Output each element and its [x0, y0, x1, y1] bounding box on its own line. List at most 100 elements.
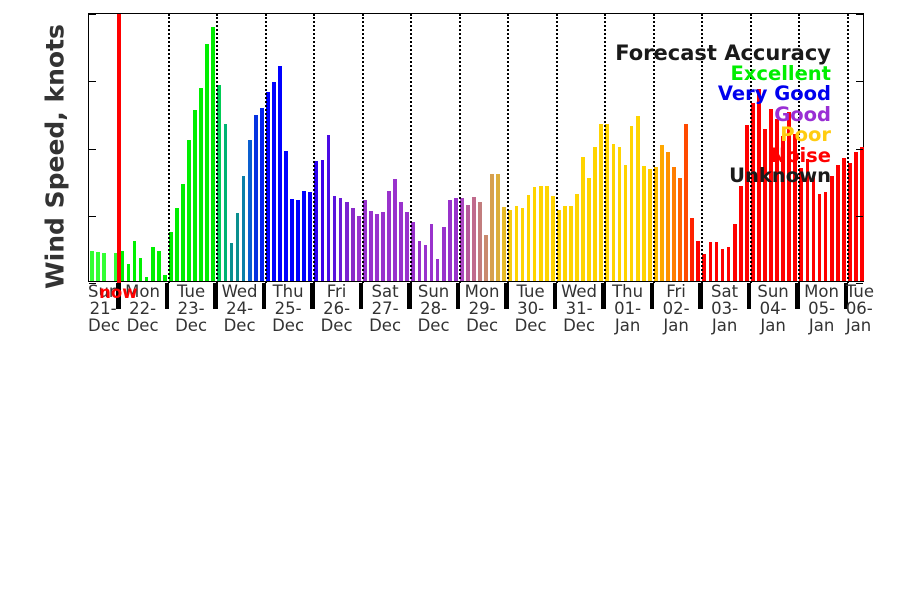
- x-axis-day-tick: [164, 283, 170, 309]
- bar: [381, 212, 385, 281]
- bar: [532, 186, 537, 281]
- day-date: 28-Dec: [417, 299, 450, 335]
- bar: [484, 235, 488, 281]
- bar: [775, 118, 779, 281]
- y-axis-tick: [856, 14, 863, 15]
- bar: [593, 146, 598, 281]
- x-axis-day-tick: [213, 283, 218, 309]
- y-axis-tick: [856, 283, 863, 284]
- bar: [429, 223, 434, 281]
- bar: [757, 89, 761, 281]
- bar: [447, 199, 452, 281]
- day-of-week: Sat: [711, 282, 739, 301]
- day-of-week: Sun: [88, 282, 120, 301]
- y-axis-tick: [856, 215, 863, 217]
- day-separator: [749, 14, 752, 283]
- bar: [181, 184, 185, 281]
- bar: [369, 211, 373, 281]
- bar: [168, 231, 173, 281]
- x-axis-day-tick: [698, 283, 703, 309]
- bar: [823, 192, 828, 281]
- day-of-week: Fri: [326, 282, 347, 301]
- bar: [423, 244, 428, 281]
- bar: [199, 88, 204, 281]
- day-separator: [167, 14, 170, 283]
- bar: [575, 193, 579, 281]
- bar: [459, 198, 464, 281]
- bar: [344, 202, 349, 281]
- bar: [393, 178, 398, 281]
- bar: [611, 143, 616, 281]
- x-axis-day-tick: [504, 283, 509, 309]
- day-separator: [264, 14, 267, 283]
- day-of-week: Thu: [272, 282, 304, 301]
- x-axis-day-tick: [261, 283, 267, 309]
- y-axis-tick: [856, 81, 863, 83]
- legend-entry: Unknown: [729, 164, 831, 187]
- x-axis-day-label: Tue 30-Dec: [506, 283, 555, 334]
- plot-area: Forecast Accuracy Excellent Very Good Good P…: [88, 13, 864, 284]
- bar: [684, 124, 689, 281]
- bar: [90, 250, 94, 281]
- day-of-week: Sat: [371, 282, 399, 301]
- day-date: 22-Dec: [126, 299, 159, 335]
- day-date: 25-Dec: [272, 299, 305, 335]
- bar: [132, 240, 137, 281]
- bar: [702, 254, 707, 281]
- x-axis-day-label: Sun 28-Dec: [409, 283, 458, 334]
- bar: [520, 208, 525, 281]
- bar: [635, 115, 640, 281]
- day-of-week: Tue: [516, 282, 545, 301]
- day-date: 24-Dec: [223, 299, 256, 335]
- legend: Forecast Accuracy Excellent Very Good Good P…: [615, 43, 831, 187]
- bar: [302, 190, 307, 281]
- bar: [187, 139, 191, 281]
- bar: [841, 157, 846, 281]
- bar: [162, 274, 167, 281]
- y-axis-tick: [856, 148, 863, 150]
- day-date: 06-Jan: [845, 299, 873, 335]
- x-axis-day-label: Mon 22-Dec: [118, 283, 167, 334]
- bar: [405, 212, 410, 281]
- x-axis-day-tick: [116, 283, 121, 309]
- bar: [126, 263, 131, 281]
- x-axis-day-label: Sat 03-Jan: [700, 283, 749, 334]
- legend-entry: Forecast Accuracy: [615, 41, 831, 65]
- day-date: 04-Jan: [759, 299, 787, 335]
- bar: [350, 207, 355, 281]
- day-of-week: Sun: [417, 282, 450, 301]
- day-date: 01-Jan: [614, 299, 642, 335]
- bar: [787, 112, 792, 281]
- bar: [666, 151, 670, 281]
- bar: [641, 166, 646, 281]
- bar: [805, 159, 810, 281]
- bar: [672, 166, 676, 281]
- bar: [647, 169, 652, 281]
- bar: [623, 164, 628, 281]
- day-of-week: Tue: [176, 282, 206, 301]
- bar: [144, 276, 149, 281]
- bar: [296, 200, 301, 281]
- bar: [678, 178, 682, 281]
- bar: [544, 185, 549, 281]
- day-of-week: Fri: [666, 282, 686, 301]
- bar: [332, 196, 337, 281]
- y-axis-tick: [89, 283, 96, 284]
- bar: [811, 176, 816, 281]
- bar: [272, 81, 276, 281]
- bar: [362, 200, 367, 281]
- bar: [417, 240, 422, 281]
- bar: [569, 206, 573, 281]
- bar: [205, 43, 210, 281]
- bar: [308, 191, 313, 281]
- bar: [320, 159, 325, 281]
- bar: [435, 258, 440, 281]
- day-separator: [604, 14, 607, 283]
- bar: [175, 207, 179, 281]
- bar: [854, 151, 858, 281]
- bar: [581, 157, 585, 281]
- bar: [278, 65, 282, 281]
- bar: [466, 205, 470, 281]
- bar: [817, 193, 822, 281]
